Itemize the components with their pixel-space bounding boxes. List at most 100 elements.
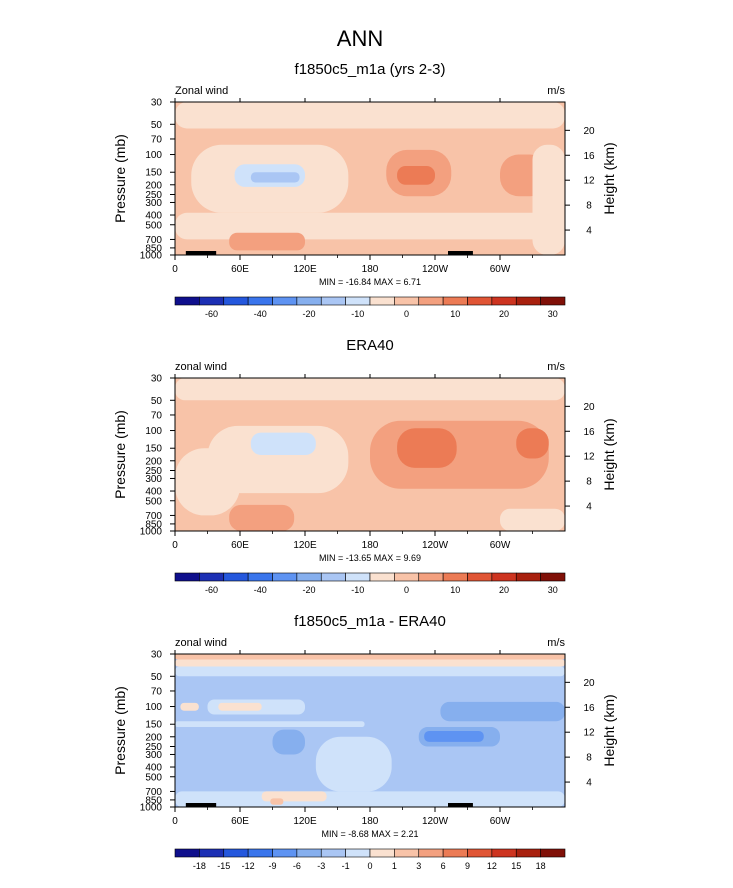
colorbar-cell	[418, 296, 444, 306]
y-tick-label: 300	[145, 474, 162, 485]
y-tick-label: 500	[145, 496, 162, 507]
contour-field	[175, 654, 565, 807]
y-tick-label: 30	[151, 374, 163, 385]
y-tick-label: 850	[145, 795, 162, 806]
height-tick-label: 8	[586, 201, 592, 212]
colorbar-label: 10	[450, 585, 460, 595]
colorbar-label: -20	[303, 585, 316, 595]
x-tick-label: 120W	[422, 816, 449, 827]
colorbar-label: 0	[404, 309, 409, 319]
topography-mask-1	[185, 803, 217, 807]
colorbar-label: -1	[342, 861, 350, 871]
colorbar-cell	[515, 848, 541, 858]
x-tick-label: 120W	[422, 264, 449, 275]
contour-region-surface-weak	[175, 791, 565, 807]
contour-region-band-150	[175, 721, 365, 728]
y-axis-label: Pressure (mb)	[112, 686, 128, 775]
colorbar-cell	[540, 848, 566, 858]
colorbar-label: -12	[242, 861, 255, 871]
colorbar-cell	[394, 848, 420, 858]
stats-label: MIN = -13.65 MAX = 9.69	[319, 553, 421, 563]
colorbar-label: -9	[268, 861, 276, 871]
height-tick-label: 20	[583, 678, 595, 689]
colorbar-cell	[272, 848, 298, 858]
y-tick-label: 1000	[140, 527, 163, 538]
chart-panel-3: f1850c5_m1a - ERA40 zonal wind m/s 0 60E 120E…	[112, 613, 617, 871]
colorbar-cell	[345, 296, 371, 306]
contour-region-east-pacific-easterly	[500, 508, 565, 531]
colorbar-cell	[223, 848, 249, 858]
y-axis-label-right: Height (km)	[601, 418, 617, 490]
y-tick-label: 250	[145, 466, 162, 477]
colorbar-cell	[223, 572, 249, 582]
y-tick-label: 100	[145, 702, 162, 713]
colorbar-cell	[247, 572, 273, 582]
y-tick-label: 50	[151, 672, 163, 683]
chart-title: f1850c5_m1a - ERA40	[294, 613, 446, 630]
topography-mask-1	[185, 251, 217, 255]
y-tick-label: 30	[151, 650, 163, 661]
colorbar-cell	[320, 848, 346, 858]
colorbar-cell	[394, 572, 420, 582]
contour-region-negative-patch-100	[440, 701, 565, 722]
colorbar-cell	[442, 848, 468, 858]
y-tick-label: 850	[145, 243, 162, 254]
variable-label: zonal wind	[175, 637, 227, 649]
contour-region-atlantic-westerly-core	[516, 428, 549, 459]
colorbar-cell	[247, 296, 273, 306]
x-tick-label: 60W	[490, 540, 511, 551]
colorbar-cell	[199, 572, 225, 582]
colorbar-label: 20	[499, 585, 509, 595]
y-tick-label: 700	[145, 511, 162, 522]
height-tick-label: 12	[583, 452, 595, 463]
colorbar-cell	[442, 572, 468, 582]
colorbar-label: -60	[205, 309, 218, 319]
y-tick-label: 150	[145, 720, 162, 731]
colorbar-cell	[394, 296, 420, 306]
colorbar-label: -40	[254, 585, 267, 595]
chart-panel-2: ERA40 zonal wind m/s 0 60E 120E 180 120W 60W 30 50…	[112, 337, 617, 595]
colorbar-label: -18	[193, 861, 206, 871]
colorbar-cell	[345, 848, 371, 858]
height-tick-label: 16	[583, 427, 595, 438]
height-tick-label: 20	[583, 126, 595, 137]
colorbar-cell	[345, 572, 371, 582]
variable-label: zonal wind	[175, 361, 227, 373]
colorbar: -60 -40 -20 -10 0 10 20 30	[174, 296, 566, 319]
chart-title: ERA40	[346, 337, 394, 354]
colorbar-cell	[515, 296, 541, 306]
page-title: ANN	[337, 26, 383, 51]
y-tick-label: 400	[145, 487, 162, 498]
contour-region-east-pacific-easterly	[532, 144, 565, 255]
contour-region-surface-positive-spot	[270, 798, 284, 805]
y-axis-label-right: Height (km)	[601, 694, 617, 766]
colorbar-cell	[272, 572, 298, 582]
colorbar-label: -60	[205, 585, 218, 595]
colorbar-cell	[515, 572, 541, 582]
colorbar-cell	[491, 848, 517, 858]
y-tick-label: 500	[145, 220, 162, 231]
y-tick-label: 700	[145, 787, 162, 798]
colorbar-cell	[223, 296, 249, 306]
chart-panel-1: f1850c5_m1a (yrs 2-3) Zonal wind m/s 0 60E 12…	[112, 61, 617, 319]
contour-region-central-light	[315, 736, 392, 792]
colorbar-label: -20	[303, 309, 316, 319]
topography-mask-2	[448, 251, 473, 255]
x-tick-label: 0	[172, 816, 178, 827]
y-tick-label: 100	[145, 150, 162, 161]
colorbar-label: -15	[217, 861, 230, 871]
colorbar-cell	[296, 296, 322, 306]
x-tick-label: 120E	[293, 816, 317, 827]
y-tick-label: 250	[145, 190, 162, 201]
panels: f1850c5_m1a (yrs 2-3)Zonal wind m/s0 60E 12…	[112, 61, 617, 871]
y-tick-label: 200	[145, 456, 162, 467]
colorbar-cell	[199, 848, 225, 858]
topography-mask-2	[448, 803, 473, 807]
colorbar-cell	[199, 296, 225, 306]
height-tick-label: 4	[586, 778, 592, 789]
colorbar-cell	[296, 572, 322, 582]
contour-region-west-surface-easterly	[175, 448, 240, 516]
y-tick-label: 30	[151, 98, 163, 109]
y-tick-label: 250	[145, 742, 162, 753]
